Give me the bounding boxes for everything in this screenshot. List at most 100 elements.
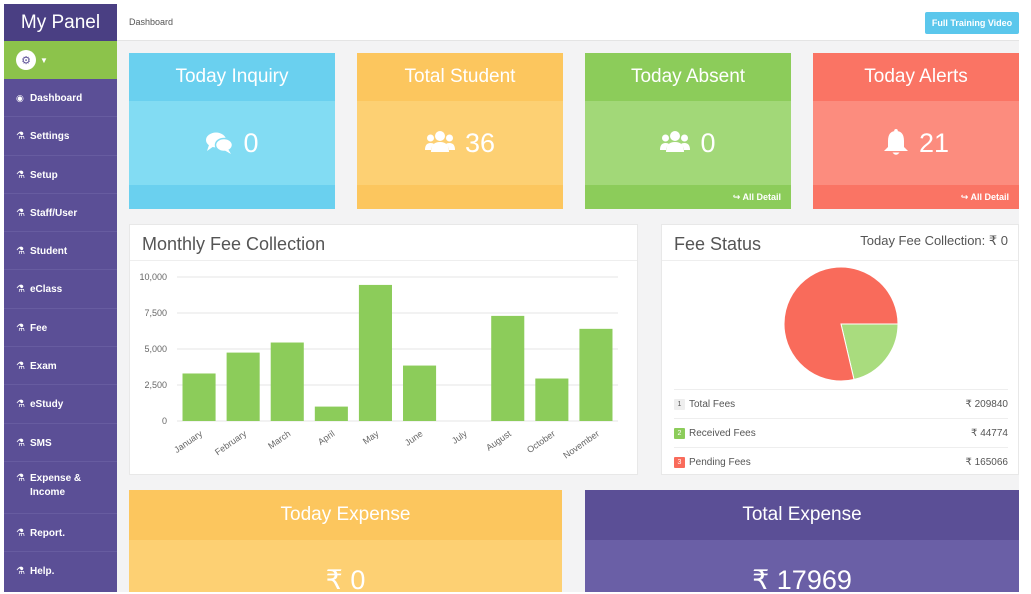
divider: [662, 260, 1018, 261]
flask-icon: ⚗: [16, 437, 25, 449]
user-avatar-icon[interactable]: ⚙: [16, 50, 36, 70]
all-detail-label[interactable]: All Detail: [742, 192, 781, 202]
card-title: Today Expense: [129, 490, 562, 540]
bar[interactable]: [358, 284, 392, 421]
sidebar-item-setup[interactable]: ⚗ Setup: [4, 156, 117, 194]
x-tick-label: November: [561, 428, 601, 460]
card-title: Today Inquiry: [129, 53, 335, 101]
eye-icon: ◉: [16, 93, 24, 103]
sidebar-item-exam[interactable]: ⚗ Exam: [4, 347, 117, 386]
caret-down-icon[interactable]: ▼: [40, 55, 48, 65]
card-value: ₹ 17969: [585, 540, 1019, 592]
sidebar-item-eclass[interactable]: ⚗ eClass: [4, 270, 117, 309]
brand-title: My Panel: [4, 4, 117, 41]
breadcrumb[interactable]: Dashboard: [129, 17, 174, 27]
row-amount: ₹ 44774: [971, 427, 1008, 439]
x-tick-label: May: [361, 428, 381, 446]
card-body: 0: [585, 101, 791, 185]
users-icon: [424, 131, 455, 152]
x-tick-label: June: [403, 428, 425, 447]
sidebar-item-sms[interactable]: ⚗ SMS: [4, 424, 117, 462]
sidebar-item-label: Dashboard: [30, 93, 83, 104]
panel-title: Monthly Fee Collection: [142, 234, 326, 254]
x-tick-label: April: [316, 428, 336, 447]
row-number: 3: [674, 456, 685, 468]
fee-row-pending: 3 Pending Fees ₹ 165066: [674, 447, 1008, 476]
card-title: Today Alerts: [813, 53, 1019, 101]
sidebar-item-label: Exam: [30, 361, 57, 373]
bar[interactable]: [314, 406, 348, 421]
all-detail-link[interactable]: ↪ All Detail: [585, 185, 791, 209]
flask-icon: ⚗: [16, 246, 25, 258]
bar[interactable]: [403, 365, 437, 421]
flask-icon: ⚗: [16, 169, 25, 181]
flask-icon: ⚗: [16, 361, 25, 373]
full-training-video-button[interactable]: Full Training Video: [925, 12, 1019, 34]
sidebar-item-label: Setup: [30, 169, 58, 181]
row-number: 1: [674, 398, 685, 410]
sidebar-item-student[interactable]: ⚗ Student: [4, 232, 117, 271]
card-value: 0: [700, 127, 716, 158]
card-body: 0: [129, 101, 335, 185]
sidebar-item-label: Staff/User: [30, 207, 78, 219]
sidebar-item-label: Report.: [30, 527, 65, 539]
y-tick-label: 0: [162, 416, 167, 426]
flask-icon: ⚗: [16, 472, 25, 484]
bar[interactable]: [270, 342, 304, 421]
share-icon: ↪: [732, 192, 741, 202]
bar[interactable]: [579, 328, 613, 421]
bar[interactable]: [535, 378, 569, 421]
sidebar-item-label: Fee: [30, 322, 48, 334]
sidebar-item-estudy[interactable]: ⚗ eStudy: [4, 385, 117, 424]
flask-icon: ⚗: [16, 284, 25, 296]
sidebar-item-help[interactable]: ⚗ Help.: [4, 552, 117, 590]
share-icon: ↪: [960, 192, 969, 202]
y-tick-label: 5,000: [144, 344, 167, 354]
bar[interactable]: [182, 373, 216, 421]
today-absent-card: Today Absent 0 ↪ All Detail: [585, 53, 791, 209]
total-expense-card: Total Expense ₹ 17969: [585, 490, 1019, 592]
users-icon: [660, 131, 691, 152]
bar[interactable]: [226, 352, 260, 421]
sidebar-item-label: Settings: [30, 131, 70, 143]
all-detail-label[interactable]: All Detail: [970, 192, 1009, 202]
sidebar-item-label: Expense & Income: [30, 472, 82, 498]
all-detail-link[interactable]: ↪ All Detail: [813, 185, 1019, 209]
x-tick-label: August: [484, 428, 513, 453]
sidebar-item-staff-user[interactable]: ⚗ Staff/User: [4, 194, 117, 233]
top-header: Dashboard Full Training Video: [117, 4, 1019, 41]
total-student-card: Total Student 36: [357, 53, 563, 209]
card-footer: [129, 185, 335, 209]
row-number: 2: [674, 427, 685, 439]
x-tick-label: January: [172, 428, 204, 455]
row-label: Pending Fees: [689, 456, 751, 468]
bar[interactable]: [491, 315, 525, 421]
fee-status-pie-chart: [783, 266, 899, 382]
row-label: Total Fees: [689, 398, 736, 410]
row-label: Received Fees: [689, 427, 756, 439]
flask-icon: ⚗: [16, 322, 25, 334]
sidebar-item-label: Student: [30, 246, 68, 258]
sidebar-item-label: eClass: [30, 284, 63, 296]
user-menu[interactable]: ⚙ ▼: [4, 41, 117, 79]
x-tick-label: July: [450, 428, 469, 446]
comments-icon: [206, 132, 234, 154]
x-tick-label: October: [525, 428, 557, 455]
divider: [130, 260, 637, 261]
card-body: 21: [813, 101, 1019, 185]
panel-title: Fee Status: [674, 234, 762, 254]
card-body: 36: [357, 101, 563, 185]
bell-icon: [883, 129, 908, 155]
x-tick-label: February: [213, 428, 249, 457]
flask-icon: ⚗: [16, 131, 25, 143]
sidebar-item-report[interactable]: ⚗ Report.: [4, 514, 117, 553]
sidebar-item-fee[interactable]: ⚗ Fee: [4, 309, 117, 348]
monthly-fee-panel: Monthly Fee Collection 0 2,500 5,000 7,500 1…: [129, 224, 638, 475]
row-amount: ₹ 209840: [965, 398, 1008, 410]
pie-slice[interactable]: [783, 266, 899, 382]
sidebar-item-settings[interactable]: ⚗ Settings: [4, 117, 117, 156]
pie-slice[interactable]: [840, 323, 899, 381]
sidebar-item-dashboard[interactable]: ◉ Dashboard: [4, 79, 117, 118]
app-frame: My Panel ⚙ ▼ ◉ Dashboard ⚗ Settings ⚗ Se…: [4, 4, 1019, 592]
sidebar-item-expense-income[interactable]: ⚗ Expense & Income: [4, 462, 117, 514]
